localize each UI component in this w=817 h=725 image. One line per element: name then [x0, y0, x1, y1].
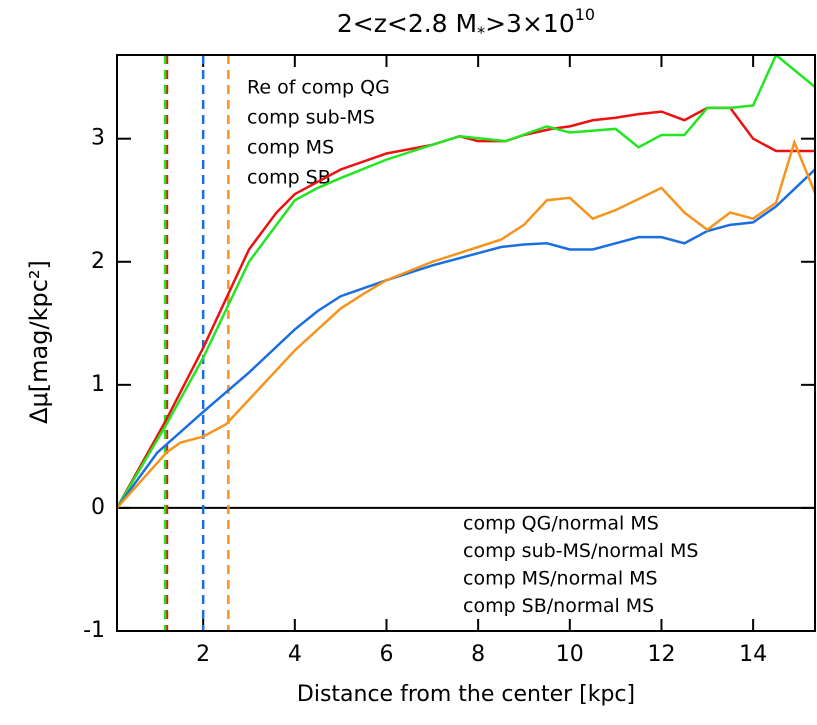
y-tick-label: -1	[83, 618, 105, 643]
x-tick-label: 14	[739, 642, 767, 667]
x-tick-label: 10	[556, 642, 584, 667]
legend-label: comp MS/normal MS	[463, 568, 658, 590]
y-tick-label: 0	[91, 495, 105, 520]
series-line	[115, 168, 816, 509]
vline-legend: comp MS	[247, 137, 334, 159]
legend-label: comp SB/normal MS	[463, 595, 654, 617]
x-axis-label: Distance from the center [kpc]	[297, 682, 635, 707]
title-mid: >3×10	[485, 9, 575, 38]
y-axis-label: Δμ[mag/kpc²]	[25, 260, 53, 424]
vline-legend: Re of comp QG	[247, 77, 390, 99]
x-tick-label: 2	[196, 642, 210, 667]
y-tick-label: 1	[91, 372, 105, 397]
x-tick-label: 12	[647, 642, 675, 667]
x-tick-label: 6	[379, 642, 393, 667]
title-sup: 10	[575, 5, 595, 24]
legend-label: comp sub-MS/normal MS	[463, 540, 698, 562]
legend-label: comp QG/normal MS	[463, 513, 659, 535]
x-tick-label: 4	[288, 642, 302, 667]
title-text: 2<z<2.8 M	[337, 9, 477, 38]
series-line	[116, 138, 817, 509]
series-line	[115, 53, 816, 509]
title-sub: *	[477, 23, 485, 42]
series-line	[115, 106, 815, 509]
y-tick-label: 2	[91, 249, 105, 274]
plot-frame	[116, 54, 816, 632]
vline-legend: comp SB	[247, 167, 331, 189]
y-tick-label: 3	[91, 126, 105, 151]
x-tick-label: 8	[471, 642, 485, 667]
vline-legend: comp sub-MS	[247, 107, 375, 129]
chart-title: 2<z<2.8 M*>3×1010	[337, 5, 595, 42]
